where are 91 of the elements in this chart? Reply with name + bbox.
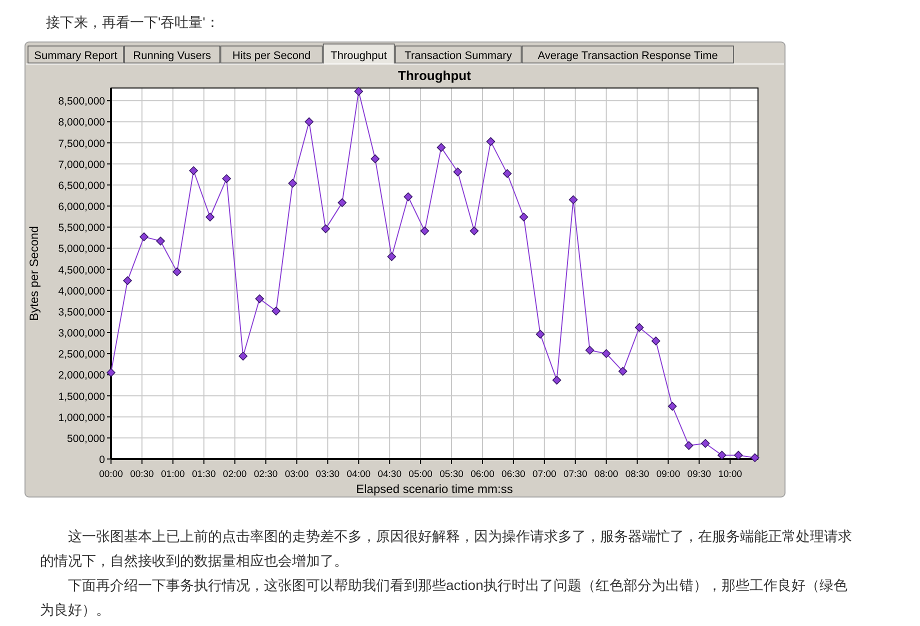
y-tick-label: 2,000,000 xyxy=(58,370,106,382)
point xyxy=(453,167,462,176)
point xyxy=(536,330,545,339)
point xyxy=(140,232,148,242)
x-tick-label: 00:30 xyxy=(130,469,154,480)
x-tick-label: 08:00 xyxy=(594,469,618,480)
point xyxy=(189,166,198,176)
point xyxy=(734,450,743,460)
point xyxy=(568,195,578,204)
x-tick-label: 05:30 xyxy=(440,469,464,480)
x-tick-label: 02:00 xyxy=(222,469,247,480)
x-tick-label: 05:00 xyxy=(408,469,432,480)
point xyxy=(172,267,182,276)
y-tick-label: 4,000,000 xyxy=(58,285,106,298)
x-tick-label: 06:30 xyxy=(502,469,526,480)
point xyxy=(585,346,594,355)
chart-title: Throughput xyxy=(398,68,472,83)
x-tick-label: 04:00 xyxy=(346,469,371,480)
x-tick-label: 06:00 xyxy=(470,469,494,480)
tab: Running Vusers xyxy=(124,46,220,64)
point xyxy=(470,226,479,236)
y-tick-label: 4,500,000 xyxy=(58,264,106,276)
y-tick-label: 0 xyxy=(99,454,106,466)
point xyxy=(404,192,413,202)
point xyxy=(206,212,214,222)
x-tick-label: 09:00 xyxy=(656,469,680,480)
x-tick-label: 01:00 xyxy=(161,469,185,480)
x-tick-label: 08:30 xyxy=(625,469,650,480)
point xyxy=(486,137,496,146)
text: 接下来，再看一下'吞吐量'： xyxy=(46,14,220,30)
point xyxy=(552,376,562,385)
x-tick-label: 03:00 xyxy=(284,469,309,480)
point xyxy=(123,276,132,286)
point xyxy=(684,441,694,450)
point xyxy=(502,169,512,178)
y-tick-label: 3,000,000 xyxy=(58,328,106,340)
x-tick-label: 10:00 xyxy=(718,469,742,480)
point xyxy=(338,198,347,208)
tab: Throughput xyxy=(322,44,395,64)
point xyxy=(288,178,298,188)
y-tick-label: 1,500,000 xyxy=(58,390,106,403)
y-tick-label: 6,000,000 xyxy=(58,201,106,214)
point xyxy=(156,236,165,246)
y-tick-label: 1,000,000 xyxy=(58,412,106,424)
x-tick-label: 07:30 xyxy=(563,469,588,480)
point xyxy=(370,154,380,164)
point xyxy=(668,402,677,411)
x-tick-label: 00:00 xyxy=(99,469,123,480)
x-tick-label: 02:30 xyxy=(254,469,278,480)
tab: Average Transaction Response Time xyxy=(522,46,734,64)
tab: Summary Report xyxy=(28,46,124,64)
point xyxy=(255,294,264,304)
point xyxy=(304,117,314,126)
point xyxy=(717,450,726,460)
x-tick-label: 09:30 xyxy=(687,469,712,480)
point xyxy=(354,86,364,96)
tab: Transaction Summary xyxy=(394,46,522,64)
point xyxy=(651,336,660,346)
x-tick-label: 01:30 xyxy=(192,469,216,480)
point xyxy=(321,224,330,234)
point xyxy=(272,306,281,316)
text: 这一张图基本上已上前的点击率图的走势差不多，原因很好解释，因为操作请求多了，服务器端忙了，在服务端能正常处理请求的情况下，自然接收到的数据量相应也会增加了。 xyxy=(40,528,852,568)
point xyxy=(436,143,446,152)
point xyxy=(387,252,396,262)
x-axis-title: Elapsed scenario time mm:ss xyxy=(356,482,513,496)
y-tick-label: 8,000,000 xyxy=(58,116,106,129)
y-tick-label: 7,000,000 xyxy=(58,158,106,171)
tab: Hits per Second xyxy=(220,46,323,64)
point xyxy=(519,212,528,222)
y-tick-label: 3,500,000 xyxy=(58,306,106,318)
point xyxy=(750,453,760,462)
text: 下面再介绍一下事务执行情况，这张图可以帮助我们看到那些action执行时出了问题（红色部分为出错），那些工作良好（绿色为良好）。 xyxy=(40,577,848,618)
point xyxy=(700,439,710,448)
y-axis-title: Bytes per Second xyxy=(27,226,41,321)
y-tick-label: 2,500,000 xyxy=(58,348,106,361)
y-tick-label: 8,500,000 xyxy=(58,96,106,108)
y-tick-label: 5,500,000 xyxy=(58,222,106,234)
y-tick-label: 500,000 xyxy=(67,432,106,445)
y-tick-label: 7,500,000 xyxy=(58,138,106,150)
point xyxy=(420,226,430,236)
x-tick-label: 04:30 xyxy=(378,469,402,480)
x-tick-label: 07:00 xyxy=(532,469,556,480)
point xyxy=(238,352,248,361)
y-tick-label: 6,500,000 xyxy=(58,180,106,192)
y-tick-label: 5,000,000 xyxy=(58,243,106,256)
point xyxy=(106,368,116,377)
point xyxy=(618,366,628,376)
point xyxy=(634,323,644,332)
point xyxy=(602,349,611,358)
point xyxy=(222,174,231,184)
x-tick-label: 03:30 xyxy=(316,469,340,480)
